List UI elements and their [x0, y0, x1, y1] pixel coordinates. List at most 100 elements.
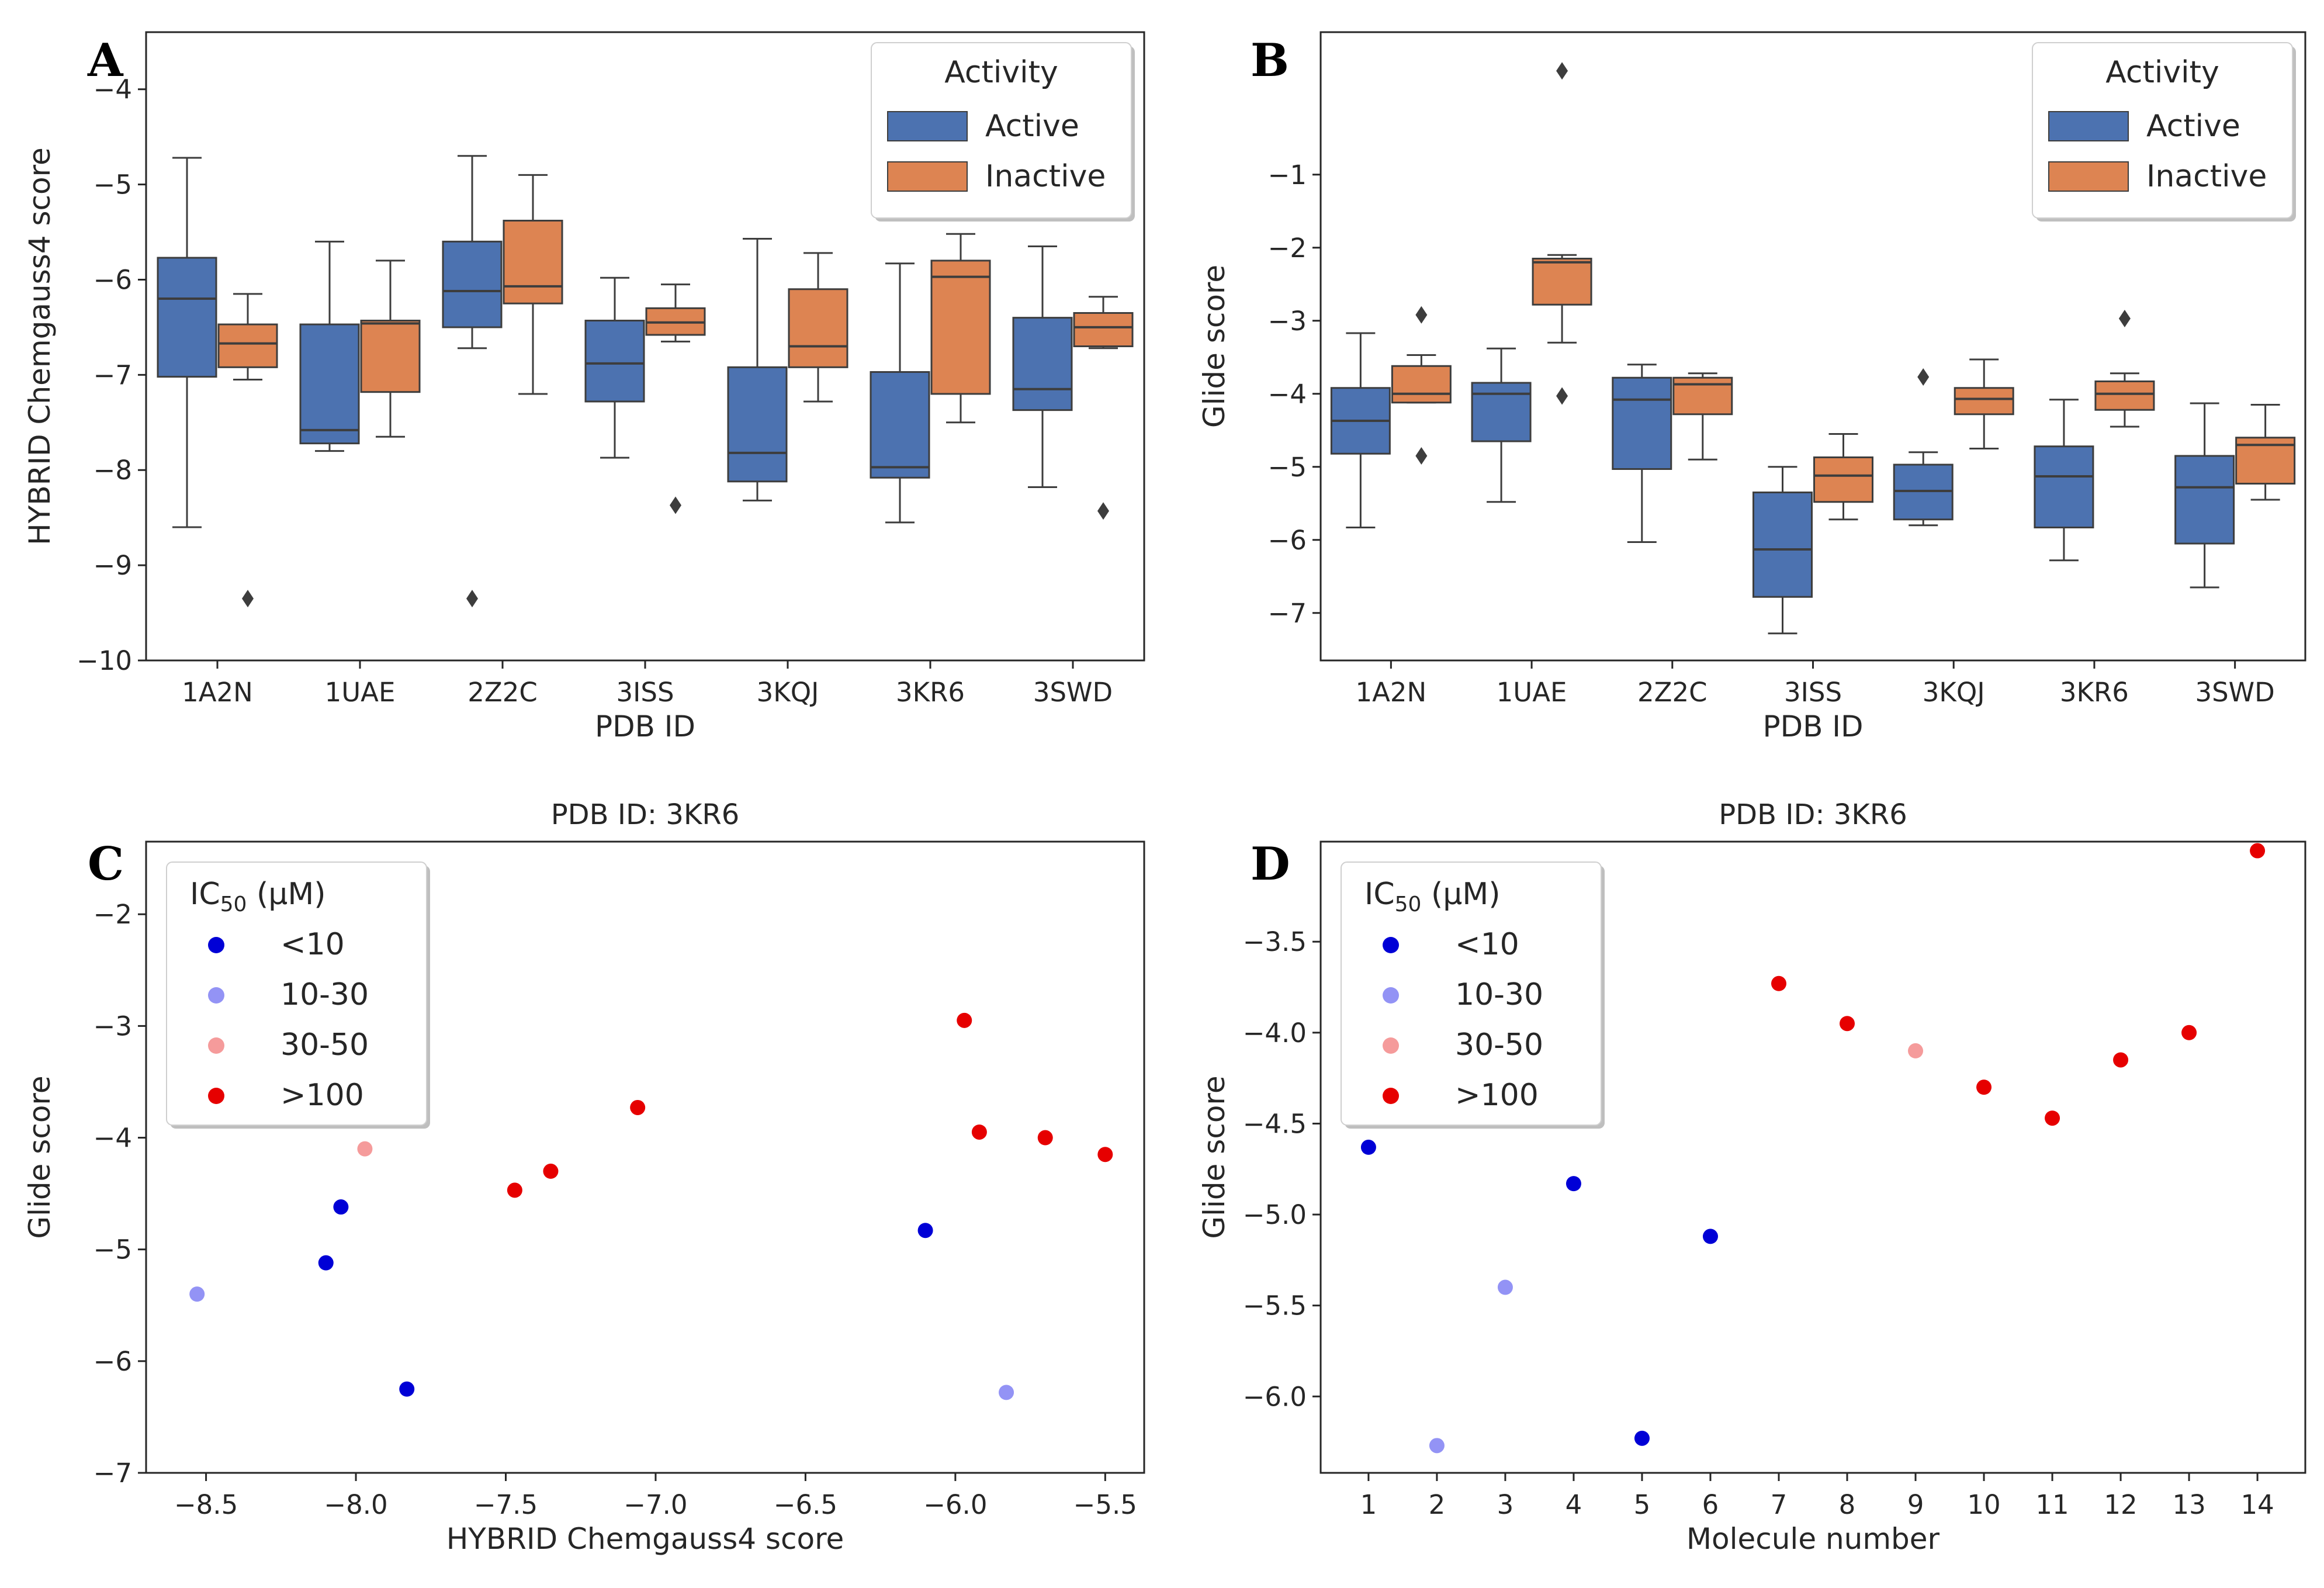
scatter-point	[1771, 975, 1786, 991]
panel-letter: A	[87, 34, 124, 87]
plot-frame	[145, 840, 1145, 1474]
legend-entry: Active	[985, 109, 1079, 144]
scatter-point	[2045, 1110, 2060, 1126]
box-inactive	[2094, 380, 2155, 411]
legend-marker	[1383, 937, 1399, 953]
box-active	[299, 323, 360, 445]
scatter-point	[507, 1182, 522, 1198]
legend-marker	[1383, 1088, 1399, 1104]
y-tick-label: −4.5	[1243, 1108, 1307, 1139]
legend-entry: 10-30	[280, 977, 369, 1012]
outlier-marker	[1415, 306, 1428, 324]
x-axis-label: PDB ID	[595, 710, 695, 743]
y-tick-label: −7	[93, 359, 132, 390]
scatter-point	[971, 1124, 987, 1140]
legend-entry: <10	[280, 927, 345, 962]
scatter-point	[917, 1223, 933, 1238]
outlier-marker	[466, 590, 478, 608]
panel-D: −6.0−5.5−5.0−4.5−4.0−3.51 2 3 4 5 6 7 8 9 10 11 12 1…	[1197, 798, 2306, 1556]
outlier-marker	[2118, 310, 2131, 327]
chart-title: PDB ID: 3KR6	[551, 798, 740, 831]
y-tick-label: −3	[1268, 306, 1307, 337]
scatter-point	[1497, 1279, 1513, 1295]
x-axis-label: Molecule number	[1686, 1522, 1940, 1556]
panel-A: −10 −9 −8 −7 −6 −5 −4 1A2N 1UAE 2Z2C 3ISS 3KQJ 3KR6 3…	[23, 31, 1145, 743]
x-tick-label: 2	[1429, 1489, 1446, 1520]
x-tick-label: 12	[2104, 1489, 2137, 1520]
y-axis-label: Glide score	[1197, 1075, 1231, 1238]
x-tick-label: 1A2N	[182, 677, 253, 708]
scatter-point	[399, 1381, 415, 1397]
box-active	[1012, 317, 1073, 411]
outlier-marker	[1097, 502, 1109, 520]
outlier-marker	[1556, 387, 1568, 405]
scatter-point	[957, 1012, 972, 1028]
scatter-point	[1360, 1139, 1376, 1155]
y-tick-label: −5.0	[1243, 1199, 1307, 1230]
legend-entry: Inactive	[2146, 159, 2267, 194]
legend-marker	[208, 1037, 224, 1054]
x-tick-label: 4	[1566, 1489, 1582, 1520]
scatter-point	[318, 1255, 334, 1271]
x-tick-label: 2Z2C	[1637, 677, 1708, 708]
x-tick-label: 13	[2172, 1489, 2205, 1520]
legend-marker	[1383, 987, 1399, 1004]
box-inactive	[1073, 312, 1134, 348]
x-tick-label: 9	[1907, 1489, 1924, 1520]
scatter-point	[1908, 1043, 1924, 1058]
x-tick-label: 2Z2C	[467, 677, 538, 708]
x-tick-label: 1	[1360, 1489, 1377, 1520]
y-tick-label: −2	[1268, 233, 1307, 264]
outlier-marker	[1917, 368, 1930, 386]
x-tick-label: 3ISS	[616, 677, 674, 708]
y-tick-label: −3	[93, 1011, 132, 1042]
y-tick-label: −9	[93, 550, 132, 581]
box-active	[1471, 382, 1532, 442]
box-inactive	[1532, 258, 1592, 306]
x-tick-label: 10	[1967, 1489, 2000, 1520]
box-active	[1612, 376, 1672, 470]
y-tick-label: −5	[93, 169, 132, 200]
legend-box	[166, 862, 427, 1126]
y-tick-label: −8	[93, 455, 132, 486]
x-tick-label: −7.5	[474, 1489, 538, 1520]
box-active	[584, 320, 645, 403]
x-tick-label: −8.5	[174, 1489, 238, 1520]
box-inactive	[1391, 365, 1452, 404]
x-tick-label: −7.0	[624, 1489, 687, 1520]
x-tick-label: 7	[1771, 1489, 1788, 1520]
scatter-point	[1976, 1080, 1992, 1095]
y-axis-label: Glide score	[1197, 265, 1231, 428]
legend-title: IC50 (μM)	[190, 877, 326, 916]
legend-marker	[208, 1088, 224, 1104]
y-tick-label: −5.5	[1243, 1291, 1307, 1321]
legend-entry: 30-50	[1455, 1027, 1543, 1063]
scatter-point	[1566, 1176, 1581, 1192]
x-tick-label: 3KQJ	[1923, 677, 1985, 708]
box-inactive	[360, 320, 421, 393]
x-tick-label: 3KR6	[896, 677, 965, 708]
legend-entry: 10-30	[1455, 977, 1543, 1012]
legend-entry: Active	[2146, 109, 2240, 144]
legend-marker	[1383, 1037, 1399, 1054]
y-tick-label: −1	[1268, 160, 1307, 191]
y-tick-label: −4	[93, 1123, 132, 1154]
scatter-point	[1634, 1430, 1650, 1446]
scatter-point	[189, 1286, 205, 1302]
x-tick-label: 1A2N	[1355, 677, 1426, 708]
scatter-point	[2113, 1052, 2129, 1068]
box-inactive	[1954, 387, 2014, 416]
x-tick-label: 1UAE	[325, 677, 396, 708]
y-tick-label: −3.5	[1243, 926, 1307, 957]
plot-frame	[1319, 840, 2306, 1474]
outlier-marker	[670, 496, 681, 514]
scatter-point	[543, 1163, 559, 1179]
legend-swatch	[2048, 161, 2129, 192]
legend-marker	[208, 987, 224, 1004]
scatter-point	[1702, 1229, 1718, 1244]
x-tick-label: 5	[1634, 1489, 1651, 1520]
box-inactive	[788, 288, 848, 368]
y-tick-label: −4	[1268, 379, 1307, 410]
x-axis-label: PDB ID	[1762, 710, 1863, 743]
